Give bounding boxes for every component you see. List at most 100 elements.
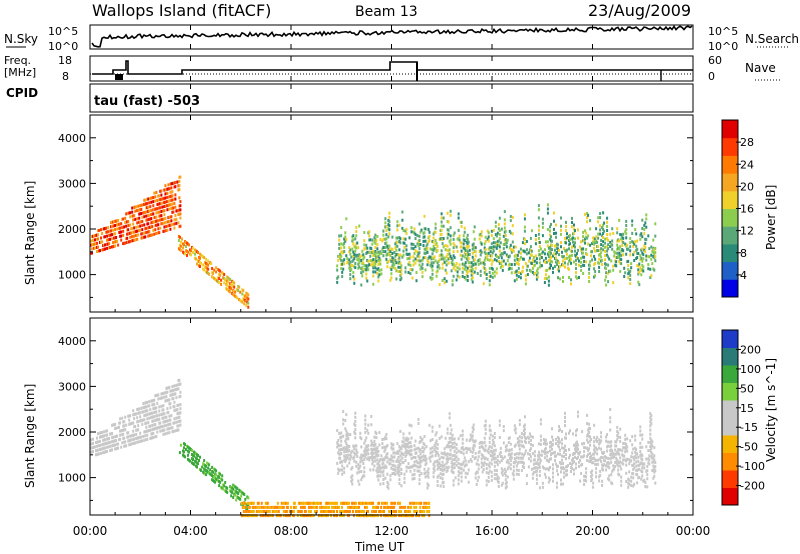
heat-cell	[419, 230, 422, 234]
heat-cell	[110, 229, 113, 233]
heat-cell	[533, 259, 536, 263]
heat-cell	[552, 467, 554, 471]
heat-cell	[200, 261, 202, 265]
heat-cell	[573, 468, 575, 472]
heat-cell	[196, 457, 198, 461]
heat-cell	[595, 227, 598, 231]
heat-cell	[489, 433, 492, 437]
heat-cell	[384, 476, 387, 480]
heat-cell	[619, 427, 622, 431]
heat-cell	[617, 435, 620, 439]
heat-cell	[521, 269, 524, 273]
heat-cell	[367, 514, 369, 518]
heat-cell	[604, 459, 607, 463]
freq-line	[92, 60, 693, 75]
heat-cell	[448, 248, 451, 252]
heat-cell	[625, 471, 628, 475]
colorbar-cell	[722, 435, 738, 453]
heat-cell	[143, 215, 146, 219]
heat-cell	[457, 466, 460, 469]
heat-cell	[90, 438, 92, 442]
heat-cell	[610, 259, 613, 263]
heat-cell	[403, 476, 406, 480]
heat-cell	[161, 205, 164, 209]
heat-cell	[155, 215, 158, 219]
heat-cell	[543, 276, 546, 280]
heat-cell	[537, 442, 540, 446]
heat-cell	[502, 234, 505, 238]
heat-cell	[484, 248, 487, 252]
heat-cell	[537, 450, 540, 454]
heat-cell	[351, 264, 354, 267]
heat-cell	[360, 437, 363, 441]
heat-cell	[388, 244, 391, 248]
heat-cell	[177, 239, 180, 242]
heat-cell	[486, 258, 489, 262]
heat-cell	[487, 475, 490, 479]
heat-cell	[505, 253, 508, 257]
heat-cell	[537, 228, 540, 232]
heat-cell	[318, 514, 321, 518]
heat-cell	[560, 232, 562, 236]
heat-cell	[546, 450, 549, 454]
heat-cell	[420, 228, 423, 232]
heat-cell	[570, 278, 572, 282]
power-cbar-label: Power [dB]	[764, 185, 778, 250]
heat-cell	[352, 275, 355, 279]
heat-cell	[525, 268, 528, 272]
heat-cell	[632, 476, 635, 480]
heat-cell	[138, 407, 141, 411]
heat-cell	[574, 229, 576, 233]
heat-cell	[434, 226, 437, 230]
heat-cell	[419, 505, 422, 509]
heat-cell	[391, 252, 394, 255]
heat-cell	[544, 475, 547, 479]
heat-cell	[404, 270, 407, 274]
heat-cell	[177, 387, 180, 391]
heat-cell	[457, 482, 460, 486]
heat-cell	[517, 468, 520, 472]
heat-cell	[447, 228, 450, 232]
heat-cell	[463, 251, 466, 255]
power-heatmap	[90, 175, 657, 309]
heat-cell	[256, 505, 259, 509]
heat-cell	[328, 505, 330, 509]
heat-cell	[546, 203, 549, 207]
heat-cell	[441, 460, 444, 464]
heat-cell	[155, 410, 158, 414]
heat-cell	[172, 210, 175, 214]
heat-cell	[553, 227, 555, 231]
heat-cell	[612, 464, 615, 468]
heat-cell	[354, 249, 357, 253]
heat-cell	[388, 224, 391, 228]
heat-cell	[458, 263, 461, 267]
freq-left-tick-bottom: 8	[62, 70, 69, 83]
heat-cell	[164, 200, 167, 204]
heat-cell	[623, 266, 626, 270]
heat-cell	[386, 456, 389, 460]
heat-cell	[427, 471, 430, 475]
heat-cell	[415, 271, 418, 274]
heat-cell	[572, 457, 574, 461]
heat-cell	[366, 428, 369, 432]
heat-cell	[644, 485, 647, 489]
heat-cell	[546, 252, 549, 256]
heat-cell	[140, 207, 143, 211]
heat-cell	[466, 237, 469, 241]
heat-cell	[546, 228, 549, 231]
heat-cell	[577, 410, 579, 414]
heat-cell	[630, 455, 633, 459]
heat-cell	[409, 263, 412, 267]
heat-cell	[632, 472, 635, 476]
heat-cell	[358, 224, 361, 228]
heat-cell	[396, 220, 399, 224]
heat-cell	[488, 461, 491, 465]
heat-cell	[382, 482, 385, 486]
heat-cell	[555, 462, 557, 466]
heat-cell	[596, 448, 599, 452]
heat-cell	[369, 468, 372, 472]
heat-cell	[184, 252, 186, 256]
heat-cell	[632, 240, 635, 244]
colorbar-cell	[722, 279, 738, 298]
heat-cell	[178, 188, 181, 192]
